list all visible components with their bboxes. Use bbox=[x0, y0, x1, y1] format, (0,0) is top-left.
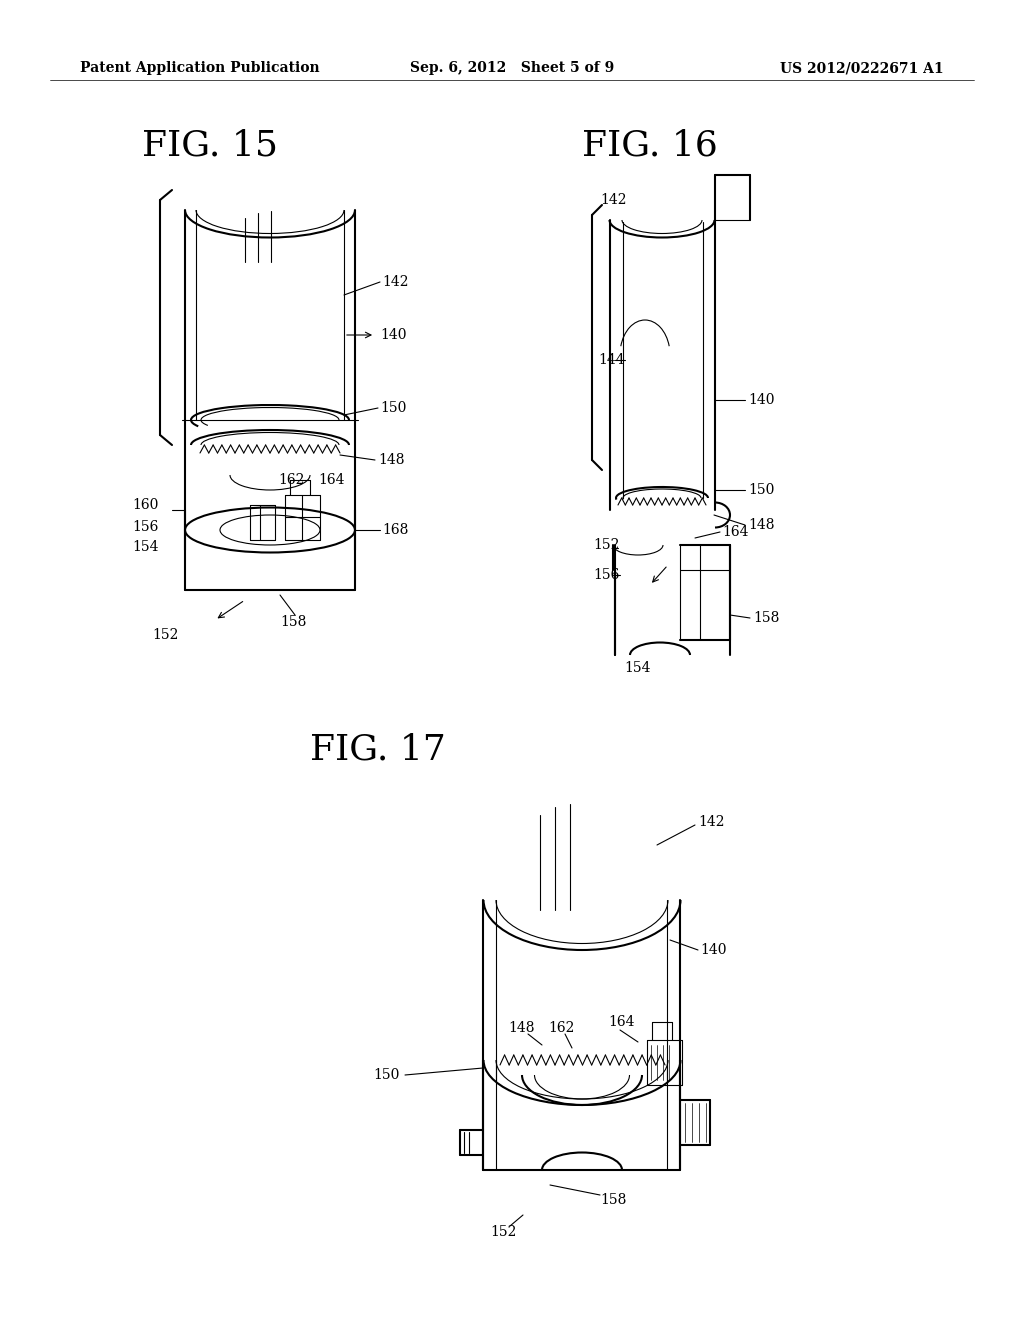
Text: 162: 162 bbox=[548, 1020, 574, 1035]
Text: 154: 154 bbox=[625, 661, 651, 675]
Text: 156: 156 bbox=[593, 568, 620, 582]
Text: 140: 140 bbox=[380, 327, 407, 342]
Text: 150: 150 bbox=[748, 483, 774, 498]
Text: 164: 164 bbox=[608, 1015, 635, 1030]
Text: 140: 140 bbox=[700, 942, 726, 957]
Text: 142: 142 bbox=[698, 814, 725, 829]
Text: 152: 152 bbox=[593, 539, 620, 552]
Text: 142: 142 bbox=[600, 193, 627, 207]
Text: 160: 160 bbox=[132, 498, 159, 512]
Text: 156: 156 bbox=[132, 520, 159, 535]
Text: 150: 150 bbox=[380, 401, 407, 414]
Text: Sep. 6, 2012   Sheet 5 of 9: Sep. 6, 2012 Sheet 5 of 9 bbox=[410, 61, 614, 75]
Text: 148: 148 bbox=[748, 517, 774, 532]
Text: US 2012/0222671 A1: US 2012/0222671 A1 bbox=[780, 61, 944, 75]
Text: 152: 152 bbox=[152, 628, 178, 642]
Text: 154: 154 bbox=[132, 540, 159, 554]
Text: FIG. 17: FIG. 17 bbox=[310, 733, 445, 767]
Text: 144: 144 bbox=[598, 352, 625, 367]
Text: 148: 148 bbox=[508, 1020, 535, 1035]
Text: 164: 164 bbox=[722, 525, 749, 539]
Text: 162: 162 bbox=[278, 473, 304, 487]
Text: FIG. 15: FIG. 15 bbox=[142, 128, 278, 162]
Text: 150: 150 bbox=[373, 1068, 399, 1082]
Text: 168: 168 bbox=[382, 523, 409, 537]
Text: 164: 164 bbox=[318, 473, 344, 487]
Text: FIG. 16: FIG. 16 bbox=[582, 128, 718, 162]
Text: 148: 148 bbox=[378, 453, 404, 467]
Text: 158: 158 bbox=[280, 615, 306, 630]
Text: 158: 158 bbox=[600, 1193, 627, 1206]
Text: 142: 142 bbox=[382, 275, 409, 289]
Text: 152: 152 bbox=[490, 1225, 516, 1239]
Text: 140: 140 bbox=[748, 393, 774, 407]
Text: Patent Application Publication: Patent Application Publication bbox=[80, 61, 319, 75]
Text: 158: 158 bbox=[753, 611, 779, 624]
